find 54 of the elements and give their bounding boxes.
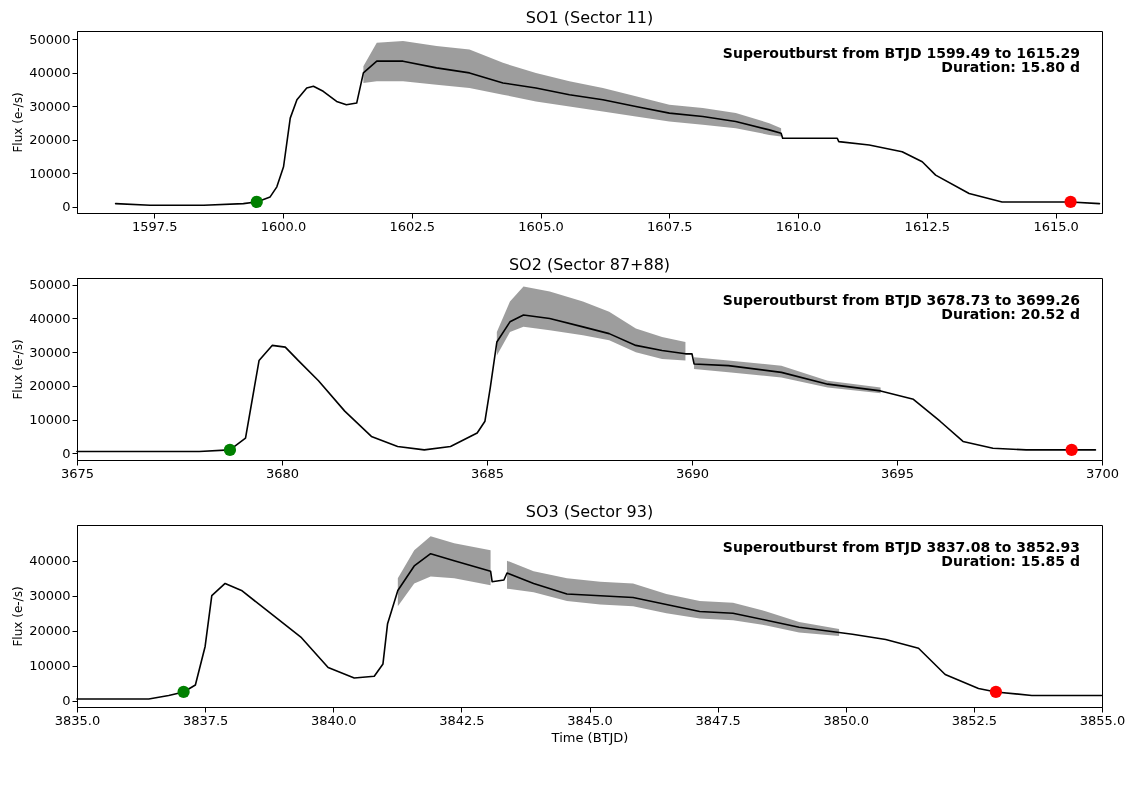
annotation: Duration: 20.52 d <box>941 306 1080 322</box>
y-tick-label: 10000 <box>29 165 71 181</box>
annotation: Duration: 15.80 d <box>941 59 1080 75</box>
x-tick-label: 1600.0 <box>260 218 307 234</box>
y-tick-label: 40000 <box>29 65 71 81</box>
y-tick-label: 0 <box>62 199 71 215</box>
chart-title: SO3 (Sector 93) <box>525 502 654 521</box>
x-tick-label: 3685 <box>470 465 505 481</box>
x-tick-label: 3695 <box>880 465 915 481</box>
annotation: Superoutburst from BTJD 3837.08 to 3852.93 <box>722 539 1080 555</box>
y-tick-label: 50000 <box>29 277 71 293</box>
y-tick-label: 40000 <box>29 310 71 326</box>
x-tick-label: 1597.5 <box>132 218 178 234</box>
x-tick-label: 3680 <box>265 465 300 481</box>
x-tick-label: 1602.5 <box>389 218 436 234</box>
x-tick-label: 3835.0 <box>54 712 101 728</box>
y-axis-title: Flux (e-/s) <box>11 92 26 153</box>
y-tick-label: 0 <box>62 693 71 709</box>
y-axis-title: Flux (e-/s) <box>11 586 26 647</box>
x-tick-label: 3840.0 <box>311 712 357 728</box>
x-tick-label: 3675 <box>60 465 95 481</box>
y-tick-label: 50000 <box>29 31 71 47</box>
x-tick-label: 1610.0 <box>775 218 822 234</box>
x-tick-label: 3847.5 <box>695 712 741 728</box>
chart-title: SO2 (Sector 87+88) <box>508 255 671 274</box>
x-tick-label: 3700 <box>1085 465 1120 481</box>
x-tick-label: 3850.0 <box>823 712 869 728</box>
chart-title: SO1 (Sector 11) <box>525 8 654 27</box>
x-tick-label: 1612.5 <box>904 218 951 234</box>
y-tick-label: 10000 <box>29 658 71 674</box>
y-tick-label: 30000 <box>29 588 71 604</box>
y-axis-title: Flux (e-/s) <box>11 339 26 400</box>
x-tick-label: 3855.0 <box>1079 712 1126 728</box>
line-series <box>114 60 1101 207</box>
x-tick-label: 3690 <box>675 465 710 481</box>
x-tick-label: 1605.0 <box>518 218 564 234</box>
x-tick-label: 3842.5 <box>439 712 485 728</box>
y-tick-label: 20000 <box>29 623 71 639</box>
y-tick-label: 30000 <box>29 344 71 360</box>
y-tick-label: 20000 <box>29 378 71 394</box>
y-tick-label: 30000 <box>29 98 71 114</box>
x-tick-label: 3852.5 <box>951 712 998 728</box>
annotation: Superoutburst from BTJD 1599.49 to 1615.29 <box>722 45 1080 61</box>
x-tick-label: 1607.5 <box>647 218 693 234</box>
x-tick-label: 3845.0 <box>567 712 613 728</box>
y-tick-label: 40000 <box>29 553 71 569</box>
x-tick-label: 3837.5 <box>182 712 229 728</box>
y-tick-label: 0 <box>62 445 71 461</box>
y-tick-label: 10000 <box>29 412 71 428</box>
y-tick-label: 20000 <box>29 132 71 148</box>
x-tick-label: 1615.0 <box>1033 218 1079 234</box>
annotation: Duration: 15.85 d <box>941 553 1080 569</box>
annotation: Superoutburst from BTJD 3678.73 to 3699.26 <box>722 292 1080 308</box>
x-axis-title: Time (BTJD) <box>550 729 629 745</box>
